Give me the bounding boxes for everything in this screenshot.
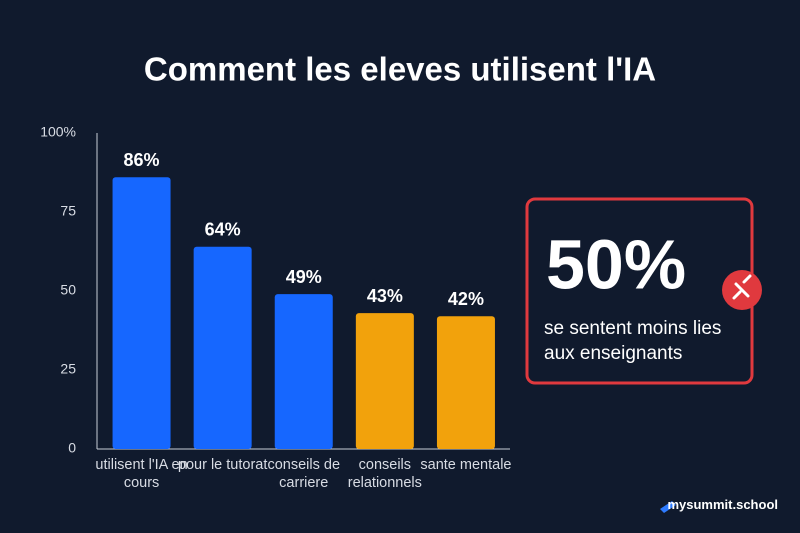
brand-icon [660,501,676,513]
x-tick-label: utilisent l'IA en cours [95,457,188,491]
callout-text: se sentent moins lies aux enseignants [544,318,722,364]
y-tick-label: 75 [60,203,76,219]
value-label: 49% [286,267,322,287]
value-label: 42% [448,289,484,309]
bar [112,177,171,450]
chart-title: Comment les eleves utilisent l'IA [144,51,656,88]
y-tick-label: 25 [60,361,76,377]
value-label: 64% [205,220,241,240]
x-tick-label: conseils relationnels [347,457,422,491]
link-icon-glyph [732,274,752,300]
y-tick-label: 0 [68,440,76,456]
x-tick-label: conseils de carriere [267,457,341,491]
y-tick-label: 100% [40,124,76,140]
value-label: 43% [367,286,403,306]
brand: mysummit.school [667,497,778,512]
value-label: 86% [124,150,160,170]
callout-value: 50% [546,225,686,303]
bar [436,316,495,449]
y-tick-label: 50 [60,282,76,298]
bar [274,294,333,449]
bar [193,246,252,449]
x-tick-label: sante mentale [420,457,512,473]
x-tick-label: pour le tutorat [177,457,268,473]
bar [355,313,414,449]
